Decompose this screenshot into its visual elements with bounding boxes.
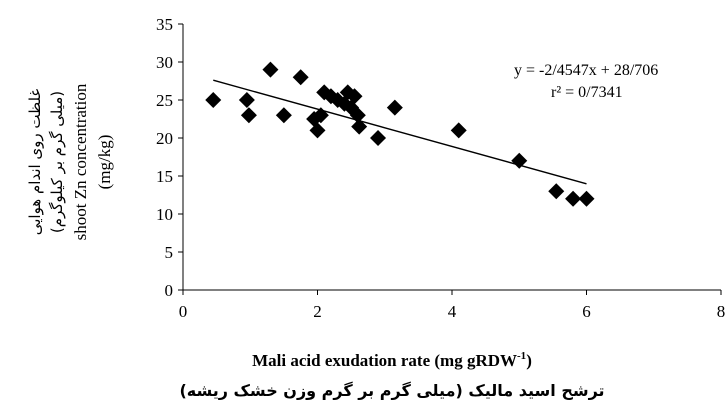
data-point-diamond — [275, 107, 292, 124]
data-point-diamond — [346, 88, 363, 105]
x-axis-label-close: ) — [526, 351, 532, 370]
data-point-diamond — [351, 118, 368, 135]
data-point-diamond — [205, 92, 222, 108]
x-tick-label: 4 — [448, 302, 457, 321]
tick-labels: 0 5 10 15 20 25 30 35 0 2 4 6 8 — [156, 15, 725, 321]
data-point-diamond — [309, 122, 326, 139]
x-axis-label-main: Mali acid exudation rate (mg gRDW — [252, 351, 517, 370]
trend-equation: y = -2/4547x + 28/706 — [514, 62, 658, 79]
y-axis-label-en-line2: (mg/kg) — [95, 135, 114, 190]
x-tick-label: 0 — [179, 302, 188, 321]
y-axis-label-en-line1: shoot Zn concentration — [71, 83, 90, 240]
y-tick-label: 30 — [156, 53, 173, 72]
data-point-diamond — [238, 92, 255, 108]
x-tick-label: 6 — [582, 302, 591, 321]
data-point-diamond — [292, 69, 309, 86]
data-point-diamond — [240, 107, 257, 124]
y-tick-label: 5 — [165, 243, 174, 262]
data-point-diamond — [349, 107, 366, 124]
data-point-diamond — [312, 107, 329, 124]
x-tick-label: 8 — [717, 302, 726, 321]
x-axis-label-superscript: -1 — [517, 350, 526, 362]
x-tick-label: 2 — [313, 302, 322, 321]
y-axis-label-fa-line1: غلظت روی اندام هوایی — [26, 89, 44, 236]
y-tick-label: 25 — [156, 91, 173, 110]
y-tick-label: 0 — [165, 281, 174, 300]
y-tick-label: 35 — [156, 15, 173, 34]
y-axis-label-fa-line2: (میلی گرم بر کیلوگرم) — [48, 91, 66, 233]
y-tick-label: 10 — [156, 205, 173, 224]
x-axis-label-fa: ترشح اسید مالیک (میلی گرم بر گرم وزن خشک… — [179, 381, 604, 400]
data-point-diamond — [548, 183, 565, 200]
data-point-diamond — [386, 99, 403, 116]
r-squared: r² = 0/7341 — [551, 84, 623, 101]
axes — [178, 23, 722, 295]
data-point-diamond — [450, 122, 467, 139]
trendline — [213, 79, 587, 185]
data-point-diamond — [262, 61, 279, 78]
y-axis-label: غلظت روی اندام هوایی (میلی گرم بر کیلوگر… — [26, 83, 114, 240]
data-point-diamond — [370, 130, 387, 146]
data-points — [205, 61, 595, 207]
data-point-diamond — [578, 190, 595, 207]
y-tick-label: 20 — [156, 129, 173, 148]
data-point-diamond — [565, 190, 582, 207]
data-point-diamond — [511, 152, 528, 169]
y-tick-label: 15 — [156, 167, 173, 186]
x-axis-label: Mali acid exudation rate (mg gRDW-1) — [252, 350, 532, 370]
